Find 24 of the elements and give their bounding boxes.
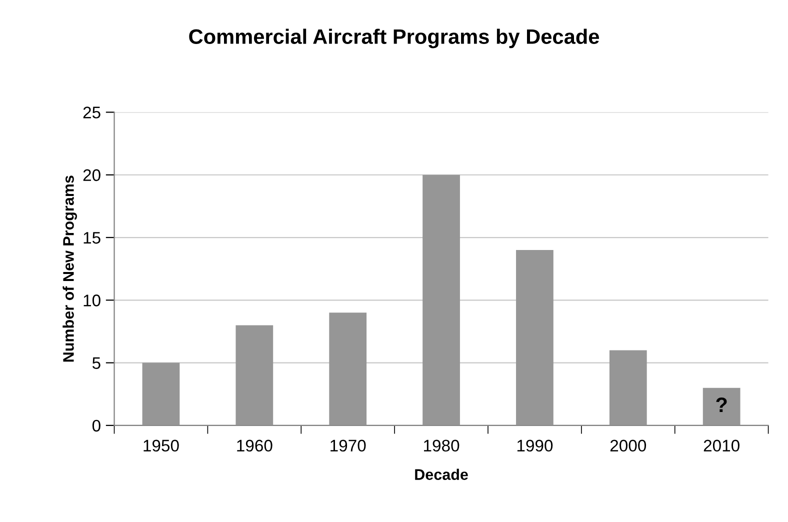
y-axis-title: Number of New Programs <box>62 176 77 362</box>
bar <box>516 250 554 426</box>
y-tick-label: 25 <box>83 106 100 118</box>
bar <box>329 312 367 426</box>
x-tick-label: 2010 <box>704 440 740 452</box>
bar <box>609 350 647 426</box>
chart-title: Commercial Aircraft Programs by Decade <box>189 28 600 48</box>
bar <box>142 362 180 426</box>
y-tick-label: 20 <box>83 169 100 182</box>
bar <box>702 388 740 426</box>
y-tick-label: 10 <box>84 294 100 306</box>
y-tick-label: 0 <box>92 420 100 432</box>
x-tick-label: 1990 <box>517 440 553 452</box>
x-tick-label: 1960 <box>237 440 272 452</box>
annotation: ? <box>716 397 727 412</box>
y-tick-label: 15 <box>84 232 100 244</box>
x-tick-label: 1980 <box>424 440 460 452</box>
x-tick-label: 1950 <box>144 440 179 452</box>
bar <box>236 325 274 426</box>
y-tick-label: 5 <box>92 357 100 369</box>
x-tick-label: 2000 <box>610 440 646 452</box>
x-tick-label: 1970 <box>330 440 366 452</box>
bar <box>422 174 460 426</box>
x-axis-title: Decade <box>415 468 468 480</box>
